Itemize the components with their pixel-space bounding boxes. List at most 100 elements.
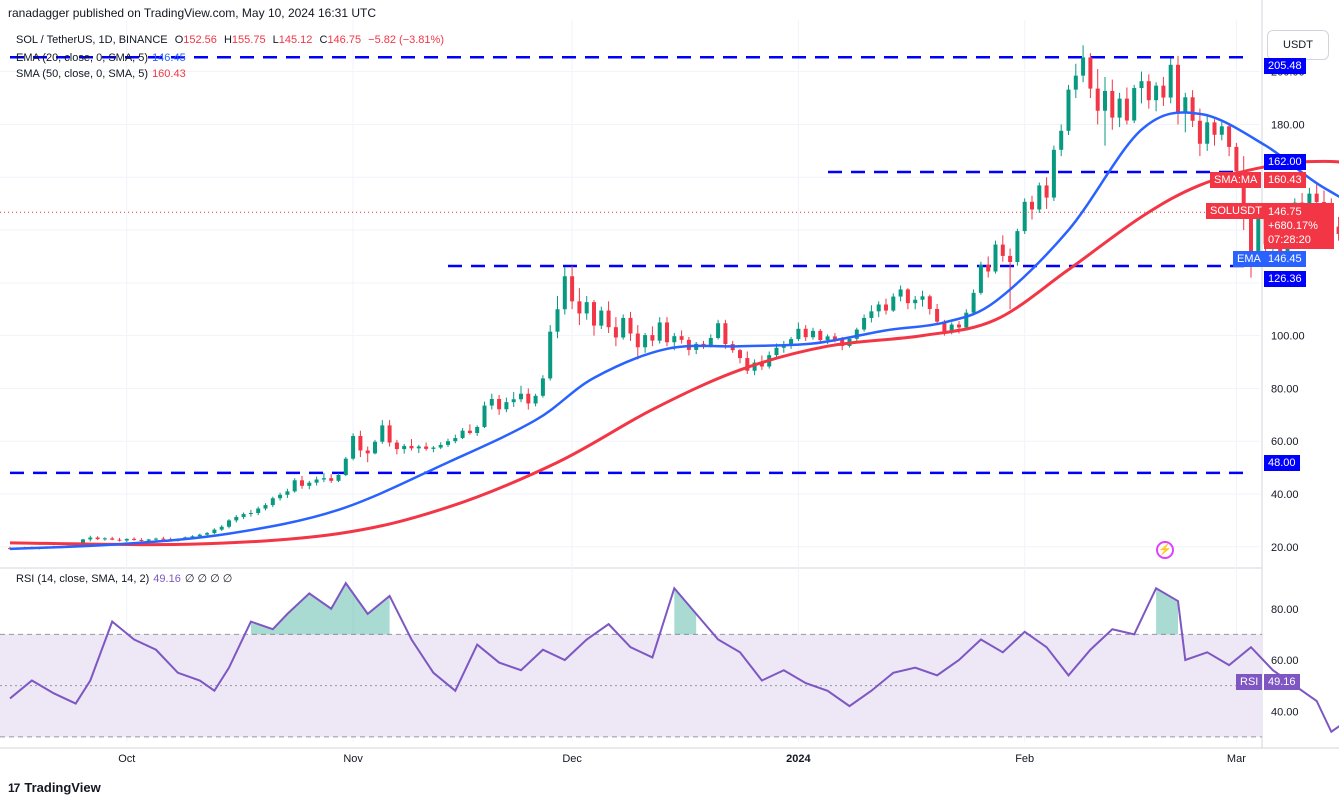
candle-body	[256, 508, 261, 514]
ohlc-open: 152.56	[183, 34, 217, 46]
candle-body	[380, 425, 385, 442]
candle-body	[905, 289, 910, 304]
sma-ma-tag-value: 160.43	[1264, 172, 1306, 188]
ohlc-low-label: L	[272, 34, 279, 46]
candle-body	[438, 444, 443, 448]
candle-body	[146, 539, 151, 541]
candle-body	[613, 327, 618, 338]
rsi-legend-extra: ∅ ∅ ∅ ∅	[184, 573, 233, 585]
candle-body	[599, 310, 604, 326]
candle-body	[738, 350, 742, 359]
candle-body	[1146, 81, 1151, 101]
candle-body	[1227, 126, 1232, 147]
candle-body	[964, 312, 969, 328]
candle-body	[686, 339, 691, 350]
candle-body	[81, 539, 85, 545]
candle-body	[489, 398, 494, 406]
brand[interactable]: 17 TradingView	[8, 780, 101, 795]
candle-body	[942, 321, 947, 332]
last-price-box: 146.75 +680.17% 07:28:20	[1264, 203, 1334, 249]
candle-body	[88, 537, 93, 540]
candle-body	[533, 395, 538, 404]
currency-button[interactable]: USDT	[1267, 30, 1329, 60]
candle-body	[1176, 64, 1180, 112]
candle-body	[745, 358, 750, 371]
symbol-legend: SOL / TetherUS, 1D, BINANCE O152.56 H155…	[16, 34, 444, 46]
candle-body	[358, 435, 363, 451]
candle-body	[519, 393, 523, 400]
candle-body	[467, 430, 472, 434]
candle-body	[1037, 185, 1042, 210]
candle-body	[1132, 88, 1137, 121]
candle-body	[190, 536, 195, 538]
candle-body	[482, 405, 487, 427]
candle-body	[993, 244, 998, 272]
candle-body	[1117, 98, 1122, 118]
candle-body	[139, 539, 144, 541]
candle-body	[1219, 126, 1224, 135]
candle-body	[95, 537, 100, 540]
y-tick-label: 20.00	[1271, 542, 1299, 554]
candle-body	[789, 339, 794, 346]
candle-body	[124, 538, 129, 541]
sma-legend: SMA (50, close, 0, SMA, 5) 160.43	[16, 68, 186, 80]
symbol-name: SOL / TetherUS, 1D, BINANCE	[16, 34, 168, 46]
candle-body	[394, 442, 399, 450]
rsi-line	[9, 581, 1339, 734]
candle-body	[570, 276, 575, 302]
x-tick-label: Mar	[1227, 753, 1246, 765]
candle-body	[446, 441, 450, 445]
candle-body	[526, 393, 531, 404]
candle-body	[212, 529, 217, 534]
ema-legend-label: EMA (20, close, 0, SMA, 5)	[16, 52, 149, 64]
ohlc-low: 145.12	[278, 34, 313, 46]
candle-body	[197, 534, 202, 537]
y-tick-label: 180.00	[1271, 119, 1305, 131]
candle-body	[818, 330, 823, 341]
candle-body	[986, 264, 991, 272]
resistance-top-tag: 205.48	[1264, 58, 1306, 74]
last-price: 146.75	[1268, 206, 1302, 218]
candle-body	[854, 329, 859, 339]
rsi-legend-label: RSI (14, close, SMA, 14, 2)	[16, 573, 150, 585]
flash-icon[interactable]: ⚡	[1156, 541, 1174, 559]
candle-body	[832, 336, 837, 340]
x-tick-label: Nov	[343, 753, 363, 765]
candle-body	[1095, 88, 1100, 111]
candle-body	[1044, 185, 1049, 198]
candle-body	[752, 362, 757, 371]
candle-body	[1183, 97, 1188, 112]
candle-body	[1088, 57, 1093, 89]
candle-body	[628, 317, 633, 334]
candle-body	[241, 514, 246, 517]
tradingview-logo-icon: 17	[8, 780, 20, 795]
candle-body	[416, 446, 421, 449]
candle-body	[650, 335, 655, 341]
candle-body	[161, 538, 166, 540]
candle-body	[643, 335, 648, 348]
ohlc-high-label: H	[223, 34, 232, 46]
ema-legend-value: 146.45	[152, 52, 186, 64]
rsi-legend: RSI (14, close, SMA, 14, 2) 49.16 ∅ ∅ ∅ ∅	[16, 572, 232, 585]
symbol-tag: SOLUSDT	[1206, 203, 1266, 219]
candle-body	[1022, 201, 1027, 232]
candle-body	[402, 445, 407, 450]
candle-body	[300, 480, 304, 486]
candle-body	[263, 505, 268, 509]
candle-body	[497, 398, 502, 410]
candle-body	[336, 475, 341, 481]
ema-tag-label: EMA	[1233, 251, 1265, 267]
candle-body	[1000, 244, 1005, 256]
candle-body	[672, 336, 677, 343]
rsi-overbought-fill	[1156, 588, 1178, 635]
candle-body	[657, 322, 662, 341]
y-tick-label: 80.00	[1271, 383, 1299, 395]
x-tick-label: Oct	[118, 753, 135, 765]
candle-body	[1008, 255, 1013, 262]
candle-body	[555, 309, 560, 332]
support-low-tag: 48.00	[1264, 455, 1300, 471]
candle-body	[132, 538, 137, 540]
y-tick-label: 100.00	[1271, 331, 1305, 343]
candle-body	[351, 435, 356, 459]
